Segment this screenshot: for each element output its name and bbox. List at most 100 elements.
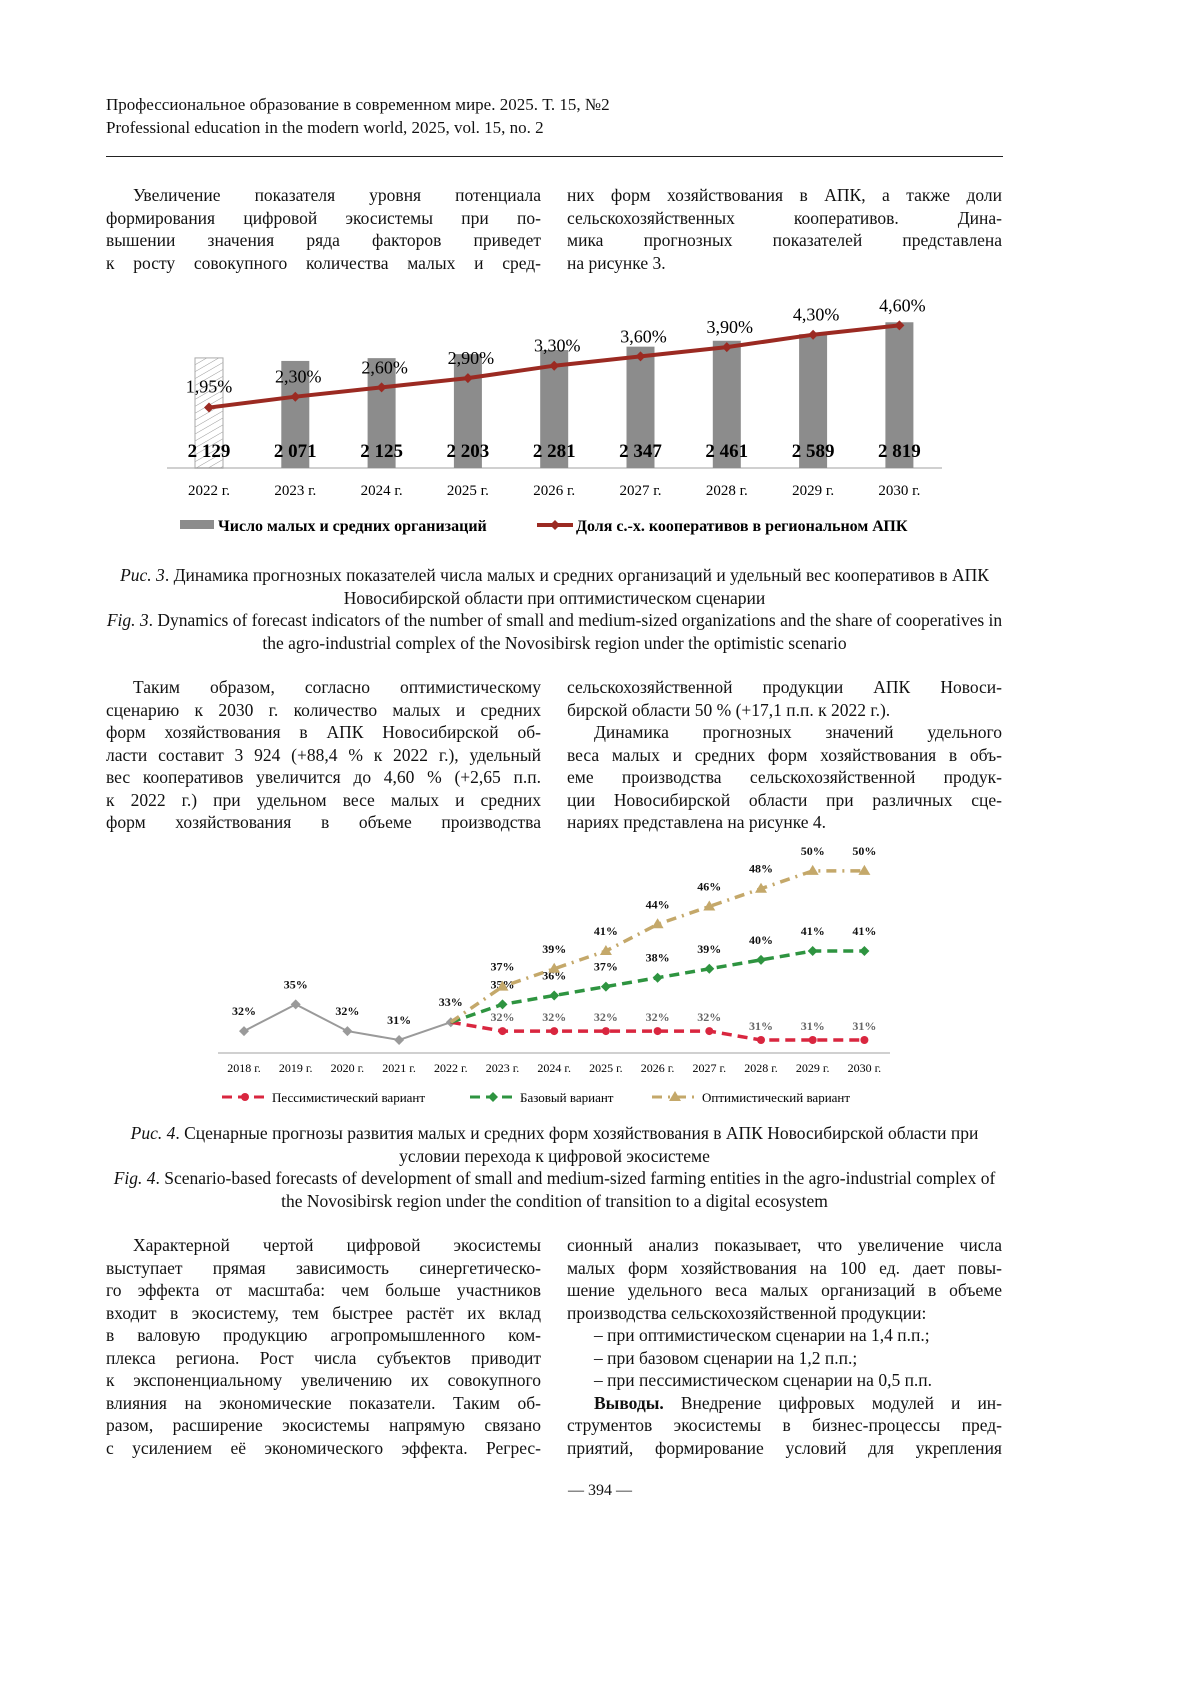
x-tick-label: 2026 г.: [533, 483, 575, 499]
line-value-label: 2,90%: [448, 348, 495, 368]
data-label: 41%: [801, 924, 825, 938]
text-line: к росту совокупного количества малых и с…: [106, 252, 541, 275]
text-line: разом, расширение экосистемы напрямую св…: [106, 1414, 541, 1437]
legend-marker: [488, 1092, 498, 1102]
caption-label: Рис. 3: [120, 565, 165, 585]
journal-header-en: Professional education in the modern wor…: [106, 118, 544, 138]
line-text: сельскохозяйственной продукции АПК Новос…: [567, 677, 1002, 697]
line-marker: [807, 865, 819, 875]
line-text: – при пессимистическом сценарии на 0,5 п…: [594, 1370, 932, 1390]
line-marker: [860, 1036, 868, 1044]
text-line: – при оптимистическом сценарии на 1,4 п.…: [567, 1324, 1002, 1347]
data-label: 31%: [852, 1019, 876, 1033]
line-text: Внедрение цифровых модулей и ин-: [664, 1393, 1002, 1413]
bar-value-label: 2 203: [447, 441, 490, 462]
line-marker: [859, 946, 869, 956]
legend-marker: [550, 520, 560, 530]
line-text: еме производства сельскохозяйственной пр…: [567, 767, 1002, 787]
x-tick-label: 2023 г.: [486, 1061, 520, 1075]
data-label: 37%: [491, 960, 515, 974]
text-line: формирования цифровой экосистемы при по-: [106, 207, 541, 230]
text-line: в валовую продукцию агропромышленного ко…: [106, 1324, 541, 1347]
line-text: мика прогнозных показателей представлена: [567, 230, 1002, 250]
text2-left: Таким образом, согласно оптимистическому…: [106, 676, 541, 834]
text-line: сельскохозяйственной продукции АПК Новос…: [567, 676, 1002, 699]
line-marker: [601, 982, 611, 992]
x-tick-label: 2018 г.: [227, 1061, 261, 1075]
bar-value-label: 2 071: [274, 441, 317, 462]
x-tick-label: 2028 г.: [744, 1061, 778, 1075]
line-text: производства сельскохозяйственной продук…: [567, 1303, 926, 1323]
data-label: 32%: [232, 1004, 256, 1018]
caption-text: . Динамика прогнозных показателей числа …: [165, 565, 989, 608]
text-line: струментов экосистемы в бизнес-процессы …: [567, 1414, 1002, 1437]
bar-value-label: 2 125: [360, 441, 403, 462]
line-text: приятий, формирование условий для укрепл…: [567, 1438, 1002, 1458]
data-label: 33%: [439, 995, 463, 1009]
line-marker: [499, 1027, 507, 1035]
x-tick-label: 2023 г.: [274, 483, 316, 499]
caption-label: Fig. 3: [107, 610, 149, 630]
data-label: 41%: [852, 924, 876, 938]
legend-label: Доля с.-х. кооперативов в региональном А…: [576, 518, 908, 535]
legend-bar-swatch: [180, 520, 214, 529]
x-tick-label: 2029 г.: [796, 1061, 830, 1075]
text-line: сценарию к 2030 г. количество малых и ср…: [106, 699, 541, 722]
line-marker: [809, 1036, 817, 1044]
x-tick-label: 2027 г.: [620, 483, 662, 499]
x-tick-label: 2019 г.: [279, 1061, 313, 1075]
data-label: 37%: [594, 960, 618, 974]
data-label: 46%: [697, 880, 721, 894]
line-marker: [549, 991, 559, 1001]
header-rule: [106, 156, 1003, 157]
data-label: 48%: [749, 862, 773, 876]
data-label: 44%: [646, 897, 670, 911]
text-line: сельскохозяйственных кооперативов. Дина-: [567, 207, 1002, 230]
data-label: 31%: [801, 1019, 825, 1033]
line-text: го эффекта от масштаба: чем больше участ…: [106, 1280, 541, 1300]
caption-text: . Dynamics of forecast indicators of the…: [149, 610, 1003, 653]
line-text: бирской области 50 % (+17,1 п.п. к 2022 …: [567, 700, 890, 720]
line-marker: [550, 1027, 558, 1035]
text-line: – при пессимистическом сценарии на 0,5 п…: [567, 1369, 1002, 1392]
line-value-label: 4,30%: [793, 305, 840, 325]
line-marker: [602, 1027, 610, 1035]
line-text: сценарию к 2030 г. количество малых и ср…: [106, 700, 541, 720]
line-marker: [756, 955, 766, 965]
line-series: [451, 871, 865, 1022]
line-value-label: 3,90%: [707, 317, 754, 337]
legend-label: Пессимистический вариант: [272, 1090, 425, 1105]
x-tick-label: 2029 г.: [792, 483, 834, 499]
text-line: Увеличение показателя уровня потенциала: [106, 184, 541, 207]
bar-value-label: 2 461: [705, 441, 748, 462]
data-label: 38%: [646, 951, 670, 965]
line-marker: [652, 918, 664, 928]
line-text: с усилением её экономического эффекта. Р…: [106, 1438, 541, 1458]
text3-right: сионный анализ показывает, что увеличени…: [567, 1234, 1002, 1459]
data-label: 39%: [542, 942, 566, 956]
x-tick-label: 2020 г.: [331, 1061, 365, 1075]
bar-value-label: 2 819: [878, 441, 921, 462]
text-line: ции Новосибирской области при различных …: [567, 789, 1002, 812]
text-line: выступает прямая зависимость синергетиче…: [106, 1257, 541, 1280]
data-label: 32%: [542, 1010, 566, 1024]
line-text: – при базовом сценарии на 1,2 п.п.;: [594, 1348, 857, 1368]
legend-label: Число малых и средних организаций: [218, 518, 487, 535]
journal-header-ru: Профессиональное образование в современн…: [106, 95, 610, 115]
data-label: 32%: [335, 1004, 359, 1018]
line-text: вышении значения ряда факторов приведет: [106, 230, 541, 250]
line-text: Увеличение показателя уровня потенциала: [133, 185, 541, 205]
data-label: 32%: [646, 1010, 670, 1024]
line-text: выступает прямая зависимость синергетиче…: [106, 1258, 541, 1278]
text-line: приятий, формирование условий для укрепл…: [567, 1437, 1002, 1460]
data-label: 41%: [594, 924, 618, 938]
line-marker: [342, 1026, 352, 1036]
x-tick-label: 2026 г.: [641, 1061, 675, 1075]
line-marker: [654, 1027, 662, 1035]
text-line: форм хозяйствования в объеме производств…: [106, 811, 541, 834]
text-line: бирской области 50 % (+17,1 п.п. к 2022 …: [567, 699, 1002, 722]
legend-marker: [241, 1093, 249, 1101]
line-text: веса малых и средних форм хозяйствования…: [567, 745, 1002, 765]
text-line: форм хозяйствования в АПК Новосибирской …: [106, 721, 541, 744]
text-line: производства сельскохозяйственной продук…: [567, 1302, 1002, 1325]
